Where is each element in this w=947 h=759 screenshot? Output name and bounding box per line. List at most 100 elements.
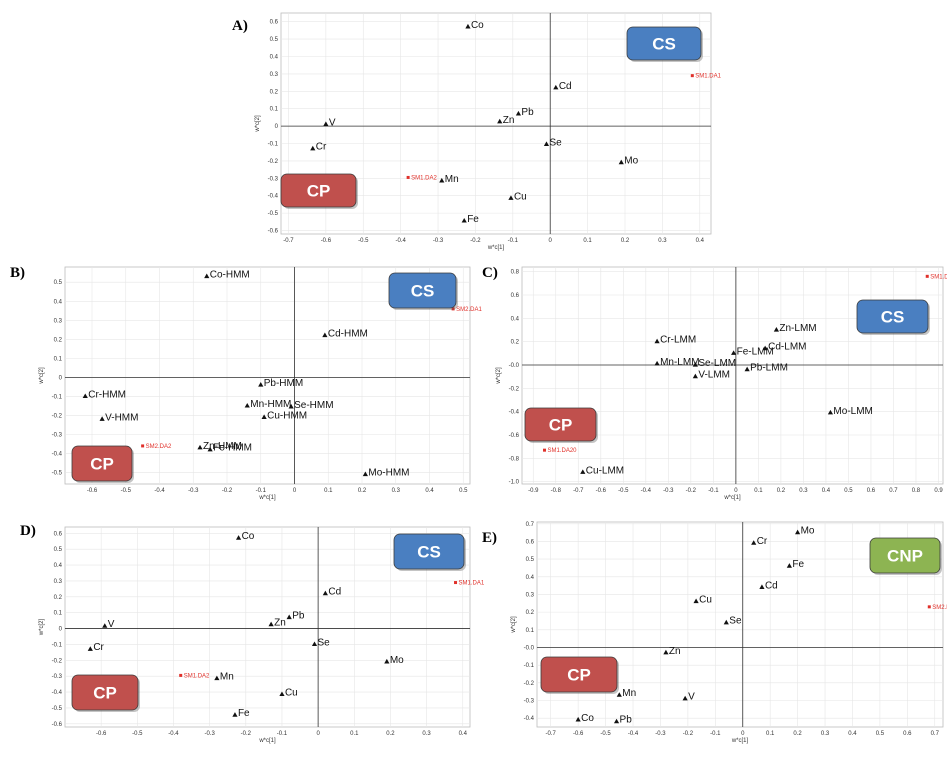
x-tick-label: -0.4 [168, 731, 179, 737]
group-badge-cp: CP [71, 445, 134, 483]
variable-point [310, 145, 316, 151]
variable-point [258, 382, 264, 387]
y-tick-label: -0.1 [52, 642, 63, 648]
x-tick-label: -0.3 [663, 488, 674, 494]
variable-label: Zn [669, 646, 681, 657]
y-tick-label: -0.0 [524, 645, 535, 651]
y-tick-label: -0.3 [268, 176, 279, 182]
y-tick-label: -0.4 [52, 690, 63, 696]
y-tick-label: -0.2 [52, 658, 63, 664]
group-badge-label: CP [93, 684, 117, 703]
x-tick-label: -0.6 [573, 731, 584, 737]
variable-label: Fe [467, 214, 479, 225]
x-tick-label: -0.7 [546, 731, 557, 737]
y-tick-label: -0.0 [509, 363, 520, 369]
group-badge-cnp: CNP [869, 537, 942, 575]
x-tick-label: 0 [293, 488, 297, 494]
variable-point [613, 718, 620, 724]
observation-label: SM1.DA2 [411, 175, 437, 181]
variable-point [618, 159, 624, 165]
y-axis-label: w*c[2] [496, 367, 502, 385]
variable-label: Co-HMM [210, 270, 250, 281]
y-tick-label: 0.3 [270, 72, 279, 78]
observation-label: SM1.DA1 [930, 274, 947, 280]
y-tick-label: -0.5 [268, 211, 279, 217]
y-axis-label: w*c[2] [39, 619, 45, 637]
observation-label: SM2.DA1 [456, 307, 482, 313]
variable-point [322, 590, 328, 596]
y-tick-label: 0.4 [54, 563, 63, 569]
y-tick-label: 0.6 [270, 20, 279, 26]
group-badge-label: CS [652, 35, 676, 54]
variable-point [515, 110, 522, 116]
x-tick-label: 0.2 [621, 238, 630, 244]
variable-label: Mo-HMM [368, 467, 409, 478]
observation-label: SM1.DA1 [459, 581, 485, 587]
variable-label: Mn [445, 174, 459, 185]
variable-label: Pb [521, 107, 534, 118]
y-tick-label: 0.4 [526, 575, 535, 581]
variable-label: Cd-LMM [768, 342, 806, 353]
observation-label: SM2.DA2 [146, 444, 172, 450]
y-tick-label: -0.5 [52, 706, 63, 712]
y-tick-label: -0.2 [268, 159, 279, 165]
x-tick-label: -0.6 [596, 488, 607, 494]
y-tick-label: 0.4 [54, 299, 63, 305]
scatter-plot-0: -0.7 -0.6 -0.5 -0.4 -0.3 -0.2 -0.1 0 0.1 0.2 0.3 0.… [255, 12, 722, 251]
variable-label: Co [242, 531, 255, 542]
y-tick-label: 0.7 [526, 522, 535, 528]
x-tick-label: 0.6 [903, 731, 912, 737]
variable-point [744, 366, 750, 372]
y-tick-label: -0.5 [52, 471, 63, 477]
observation-point [925, 274, 929, 278]
plot-frame [521, 266, 944, 485]
y-tick-label: -0.4 [509, 410, 520, 416]
variable-label: Zn-LMM [779, 323, 816, 334]
variable-label: Se-HMM [294, 400, 333, 411]
x-tick-label: -0.3 [188, 488, 199, 494]
observation-point [927, 605, 931, 609]
x-tick-label: -0.1 [710, 731, 721, 737]
variable-label: Zn [274, 618, 286, 629]
group-badge-label: CP [90, 455, 114, 474]
y-tick-label: -0.2 [509, 386, 520, 392]
x-tick-label: -0.1 [256, 488, 267, 494]
y-tick-label: 0.2 [54, 337, 63, 343]
observation-point [543, 448, 547, 452]
x-tick-label: -0.3 [433, 238, 444, 244]
y-tick-label: 0.5 [54, 280, 63, 286]
variable-point [384, 658, 390, 664]
y-tick-label: 0.5 [54, 547, 63, 553]
variable-label: Mo-LMM [833, 406, 872, 417]
variable-label: V [329, 117, 336, 128]
x-tick-label: -0.2 [222, 488, 233, 494]
y-tick-label: 0.8 [511, 270, 520, 276]
x-tick-label: 0.3 [821, 731, 830, 737]
y-tick-label: 0 [59, 375, 63, 381]
y-tick-label: -0.4 [52, 452, 63, 458]
x-tick-label: -0.4 [641, 488, 652, 494]
group-badge-cp: CP [540, 656, 619, 694]
group-badge-cs: CS [388, 272, 458, 310]
variable-label: Cu-LMM [586, 465, 624, 476]
y-tick-label: 0.5 [526, 557, 535, 563]
group-badge-label: CS [411, 282, 435, 301]
variable-label: Pb [620, 715, 633, 726]
observation-label: SM2.D [932, 605, 947, 611]
y-tick-label: 0.1 [54, 611, 63, 617]
y-tick-label: -0.3 [52, 674, 63, 680]
variable-label: Cd [765, 580, 778, 591]
variable-label: Pb-LMM [750, 363, 788, 374]
variable-label: Mo [801, 526, 815, 537]
variable-point [268, 621, 274, 627]
variable-point [323, 121, 329, 126]
variable-label: V-LMM [698, 370, 730, 381]
variable-point [508, 195, 514, 200]
group-badge-cs: CS [393, 533, 466, 571]
panel-c-letter: C) [482, 265, 498, 281]
variable-label: Co [581, 713, 594, 724]
x-tick-label: -0.5 [121, 488, 132, 494]
variable-label: Cd [328, 587, 341, 598]
observation-point [141, 444, 145, 448]
variable-label: Fe-HMM [213, 443, 252, 454]
